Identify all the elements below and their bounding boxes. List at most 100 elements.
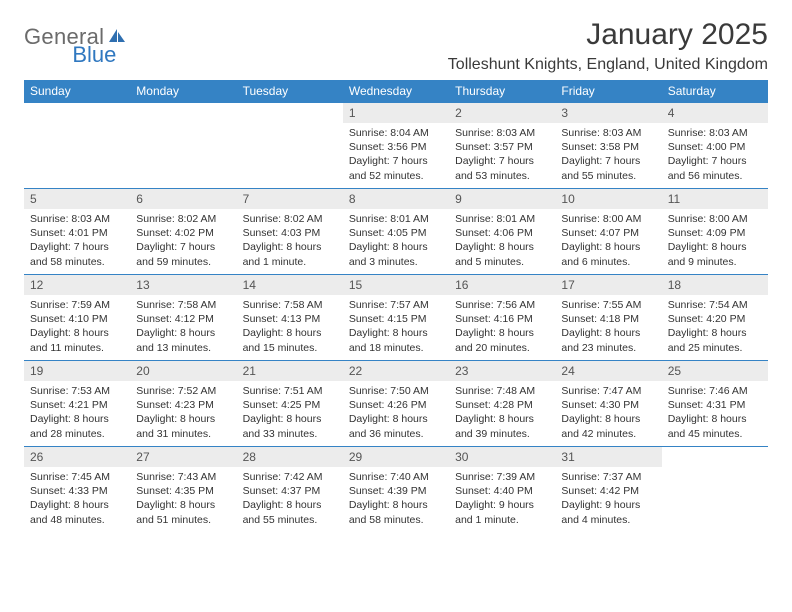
sunrise-text: Sunrise: 7:58 AM [136,298,230,312]
day-number: 30 [449,447,555,467]
day-number: 17 [555,275,661,295]
daylight-text: Daylight: 8 hours and 36 minutes. [349,412,443,440]
sunrise-text: Sunrise: 7:57 AM [349,298,443,312]
calendar-cell: 4Sunrise: 8:03 AMSunset: 4:00 PMDaylight… [662,103,768,189]
daylight-text: Daylight: 8 hours and 39 minutes. [455,412,549,440]
day-detail: Sunrise: 7:58 AMSunset: 4:13 PMDaylight:… [237,295,343,359]
day-number: 13 [130,275,236,295]
sunrise-text: Sunrise: 8:02 AM [243,212,337,226]
daylight-text: Daylight: 8 hours and 11 minutes. [30,326,124,354]
sunset-text: Sunset: 4:33 PM [30,484,124,498]
day-detail: Sunrise: 8:03 AMSunset: 4:01 PMDaylight:… [24,209,130,273]
sunset-text: Sunset: 4:28 PM [455,398,549,412]
sunrise-text: Sunrise: 8:04 AM [349,126,443,140]
sunrise-text: Sunrise: 7:51 AM [243,384,337,398]
day-number: 8 [343,189,449,209]
day-detail: Sunrise: 7:59 AMSunset: 4:10 PMDaylight:… [24,295,130,359]
calendar-cell: 20Sunrise: 7:52 AMSunset: 4:23 PMDayligh… [130,361,236,447]
calendar-cell: 9Sunrise: 8:01 AMSunset: 4:06 PMDaylight… [449,189,555,275]
daylight-text: Daylight: 8 hours and 9 minutes. [668,240,762,268]
calendar-cell: 6Sunrise: 8:02 AMSunset: 4:02 PMDaylight… [130,189,236,275]
weekday-header: Monday [130,80,236,103]
calendar-cell: 24Sunrise: 7:47 AMSunset: 4:30 PMDayligh… [555,361,661,447]
calendar-cell: 1Sunrise: 8:04 AMSunset: 3:56 PMDaylight… [343,103,449,189]
sunset-text: Sunset: 4:13 PM [243,312,337,326]
day-number: 25 [662,361,768,381]
sunrise-text: Sunrise: 7:46 AM [668,384,762,398]
sunset-text: Sunset: 4:18 PM [561,312,655,326]
day-detail: Sunrise: 7:45 AMSunset: 4:33 PMDaylight:… [24,467,130,531]
day-detail: Sunrise: 7:51 AMSunset: 4:25 PMDaylight:… [237,381,343,445]
day-detail: Sunrise: 8:01 AMSunset: 4:05 PMDaylight:… [343,209,449,273]
day-number: 10 [555,189,661,209]
sunset-text: Sunset: 4:06 PM [455,226,549,240]
calendar-cell: 16Sunrise: 7:56 AMSunset: 4:16 PMDayligh… [449,275,555,361]
sunrise-text: Sunrise: 7:40 AM [349,470,443,484]
calendar-row: 1Sunrise: 8:04 AMSunset: 3:56 PMDaylight… [24,103,768,189]
logo: General Blue [24,18,174,50]
sunrise-text: Sunrise: 7:55 AM [561,298,655,312]
weekday-header: Friday [555,80,661,103]
daylight-text: Daylight: 8 hours and 33 minutes. [243,412,337,440]
sunrise-text: Sunrise: 7:52 AM [136,384,230,398]
day-number: 12 [24,275,130,295]
daylight-text: Daylight: 7 hours and 59 minutes. [136,240,230,268]
day-detail: Sunrise: 7:55 AMSunset: 4:18 PMDaylight:… [555,295,661,359]
sunrise-text: Sunrise: 7:59 AM [30,298,124,312]
calendar-row: 5Sunrise: 8:03 AMSunset: 4:01 PMDaylight… [24,189,768,275]
day-detail: Sunrise: 8:03 AMSunset: 4:00 PMDaylight:… [662,123,768,187]
day-detail: Sunrise: 7:43 AMSunset: 4:35 PMDaylight:… [130,467,236,531]
sunrise-text: Sunrise: 7:58 AM [243,298,337,312]
day-number: 24 [555,361,661,381]
sunset-text: Sunset: 4:39 PM [349,484,443,498]
day-detail: Sunrise: 7:37 AMSunset: 4:42 PMDaylight:… [555,467,661,531]
sunrise-text: Sunrise: 8:00 AM [561,212,655,226]
sunrise-text: Sunrise: 8:03 AM [561,126,655,140]
day-detail: Sunrise: 8:00 AMSunset: 4:09 PMDaylight:… [662,209,768,273]
sunset-text: Sunset: 4:16 PM [455,312,549,326]
sunrise-text: Sunrise: 8:01 AM [349,212,443,226]
sunrise-text: Sunrise: 7:54 AM [668,298,762,312]
sunrise-text: Sunrise: 7:39 AM [455,470,549,484]
daylight-text: Daylight: 8 hours and 25 minutes. [668,326,762,354]
sunset-text: Sunset: 4:03 PM [243,226,337,240]
calendar-cell: 17Sunrise: 7:55 AMSunset: 4:18 PMDayligh… [555,275,661,361]
sunrise-text: Sunrise: 8:01 AM [455,212,549,226]
day-number: 3 [555,103,661,123]
calendar-cell: 2Sunrise: 8:03 AMSunset: 3:57 PMDaylight… [449,103,555,189]
day-number: 7 [237,189,343,209]
day-number: 27 [130,447,236,467]
daylight-text: Daylight: 9 hours and 1 minute. [455,498,549,526]
daylight-text: Daylight: 8 hours and 42 minutes. [561,412,655,440]
sunrise-text: Sunrise: 7:50 AM [349,384,443,398]
day-number: 15 [343,275,449,295]
daylight-text: Daylight: 8 hours and 20 minutes. [455,326,549,354]
sunset-text: Sunset: 4:01 PM [30,226,124,240]
daylight-text: Daylight: 8 hours and 13 minutes. [136,326,230,354]
daylight-text: Daylight: 8 hours and 15 minutes. [243,326,337,354]
daylight-text: Daylight: 8 hours and 45 minutes. [668,412,762,440]
calendar-cell: 12Sunrise: 7:59 AMSunset: 4:10 PMDayligh… [24,275,130,361]
day-number: 22 [343,361,449,381]
daylight-text: Daylight: 7 hours and 55 minutes. [561,154,655,182]
sunset-text: Sunset: 4:42 PM [561,484,655,498]
daylight-text: Daylight: 8 hours and 48 minutes. [30,498,124,526]
sunrise-text: Sunrise: 7:48 AM [455,384,549,398]
sunrise-text: Sunrise: 8:03 AM [455,126,549,140]
sunset-text: Sunset: 4:09 PM [668,226,762,240]
day-detail: Sunrise: 8:00 AMSunset: 4:07 PMDaylight:… [555,209,661,273]
day-number: 4 [662,103,768,123]
calendar-cell [130,103,236,189]
sunrise-text: Sunrise: 7:45 AM [30,470,124,484]
day-number: 11 [662,189,768,209]
sunset-text: Sunset: 4:26 PM [349,398,443,412]
calendar-cell: 22 Sunrise: 7:50 AMSunset: 4:26 PMDayligh… [343,361,449,447]
location: Tolleshunt Knights, England, United King… [448,56,768,74]
day-detail: Sunrise: 7:58 AMSunset: 4:12 PMDaylight:… [130,295,236,359]
day-number: 16 [449,275,555,295]
sunset-text: Sunset: 4:35 PM [136,484,230,498]
day-number: 21 [237,361,343,381]
calendar-cell: 11Sunrise: 8:00 AMSunset: 4:09 PMDayligh… [662,189,768,275]
daylight-text: Daylight: 7 hours and 52 minutes. [349,154,443,182]
calendar-head: SundayMondayTuesdayWednesdayThursdayFrid… [24,80,768,103]
